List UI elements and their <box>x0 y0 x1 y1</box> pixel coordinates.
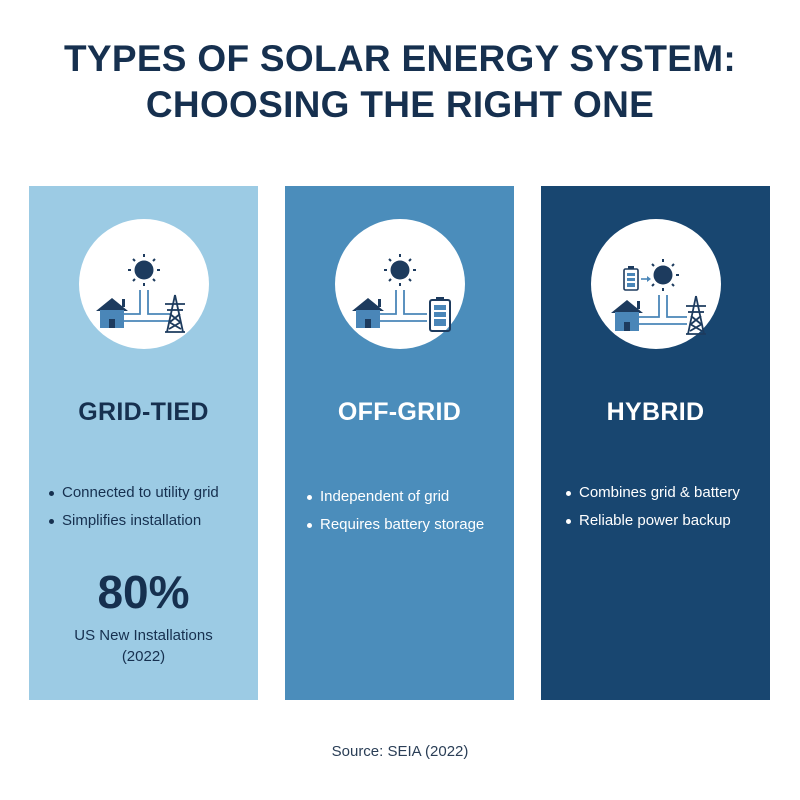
title-line-1: TYPES OF SOLAR ENERGY SYSTEM: <box>63 38 737 79</box>
battery-icon <box>429 297 451 332</box>
wire-icon <box>117 290 171 322</box>
arrow-icon <box>641 276 651 282</box>
sun-icon <box>384 254 416 286</box>
icon-circle <box>335 219 465 349</box>
power-tower-icon <box>165 294 185 333</box>
power-tower-icon <box>686 295 706 335</box>
title-line-2: CHOOSING THE RIGHT ONE <box>145 84 655 125</box>
battery-icon <box>623 266 639 291</box>
sun-icon <box>128 254 160 286</box>
house-sun-battery-power-tower-icon <box>611 259 706 335</box>
list-item: Connected to utility grid <box>29 479 258 507</box>
panel-off-grid: OFF-GRID Independent of grid Requires ba… <box>285 186 514 700</box>
list-item: Independent of grid <box>285 483 514 511</box>
list-item: Combines grid & battery <box>541 479 770 507</box>
list-item: Requires battery storage <box>285 511 514 539</box>
icon-circle <box>79 219 209 349</box>
bullet-list: Combines grid & battery Reliable power b… <box>541 479 770 535</box>
bullet-icon <box>49 490 54 496</box>
bullet-list: Independent of grid Requires battery sto… <box>285 483 514 539</box>
house-icon <box>611 300 643 331</box>
sun-icon <box>651 259 679 291</box>
panel-title: HYBRID <box>606 398 705 426</box>
wire-icon <box>636 295 687 325</box>
bullet-list: Connected to utility grid Simplifies ins… <box>29 479 258 535</box>
list-item: Simplifies installation <box>29 507 258 535</box>
house-sun-battery-icon <box>352 254 451 332</box>
stat-value: 80% <box>97 566 190 618</box>
bullet-icon <box>49 518 54 524</box>
bullet-icon <box>307 522 312 528</box>
panel-grid-tied: GRID-TIED Connected to utility grid Simp… <box>29 186 258 700</box>
bullet-icon <box>307 494 312 500</box>
page-title: TYPES OF SOLAR ENERGY SYSTEM: CHOOSING T… <box>0 36 800 128</box>
bullet-icon <box>566 518 571 524</box>
icon-circle <box>591 219 721 349</box>
stat-label: US New Installations (2022) <box>74 627 213 665</box>
panel-title: OFF-GRID <box>337 398 462 426</box>
house-icon <box>352 298 384 328</box>
panel-title: GRID-TIED <box>78 398 209 426</box>
bullet-icon <box>566 490 571 496</box>
house-icon <box>96 298 128 328</box>
wire-icon <box>373 290 427 322</box>
list-item: Reliable power backup <box>541 507 770 535</box>
source-note: Source: SEIA (2022) <box>331 743 469 760</box>
house-sun-power-tower-icon <box>96 254 185 333</box>
panel-hybrid: HYBRID Combines grid & battery Reliable … <box>541 186 770 700</box>
